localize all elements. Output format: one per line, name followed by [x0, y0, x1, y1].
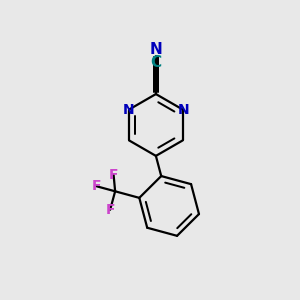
- Text: F: F: [92, 179, 101, 193]
- Text: F: F: [105, 203, 115, 217]
- Text: N: N: [149, 42, 162, 57]
- Text: N: N: [122, 103, 134, 116]
- Text: F: F: [109, 168, 118, 182]
- Text: N: N: [178, 103, 189, 116]
- Text: C: C: [150, 55, 161, 70]
